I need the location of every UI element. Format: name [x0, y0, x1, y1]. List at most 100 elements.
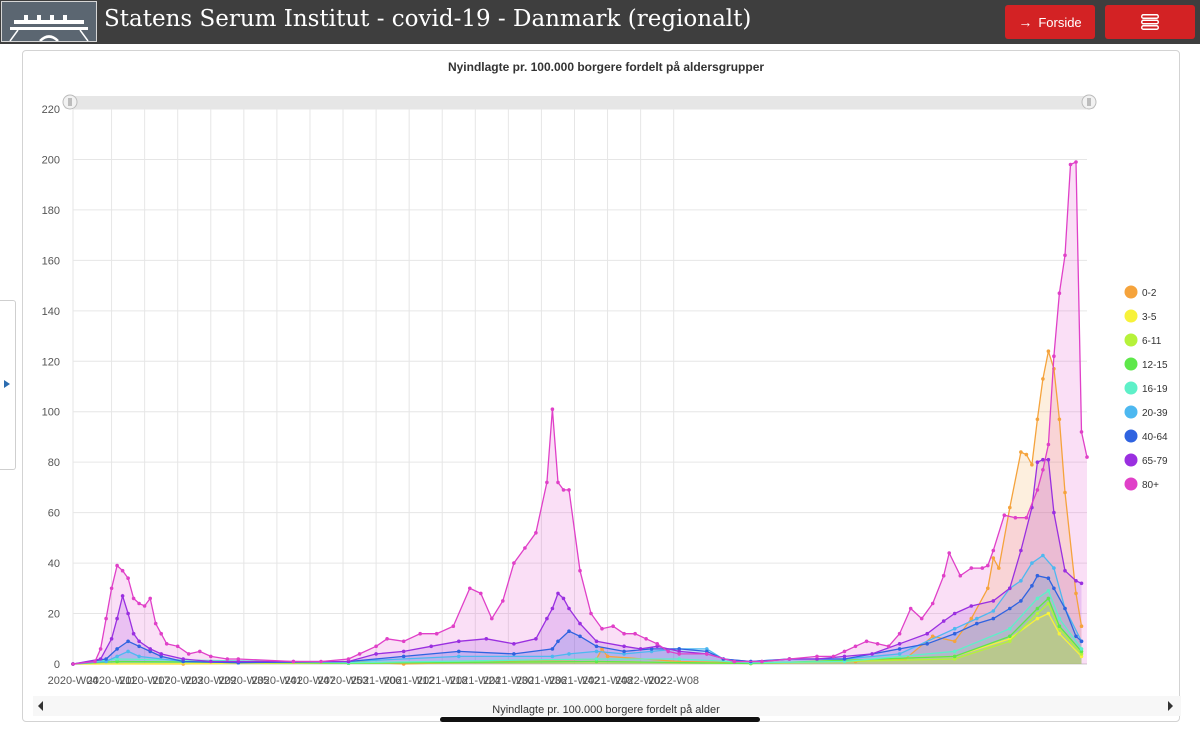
- data-point: [578, 634, 582, 639]
- data-point: [1041, 377, 1045, 381]
- data-point: [1057, 616, 1062, 621]
- data-point: [1035, 488, 1040, 492]
- data-point: [534, 531, 538, 535]
- data-point: [975, 616, 979, 621]
- data-point: [1052, 586, 1056, 591]
- y-tick-label: 140: [42, 306, 60, 318]
- data-point: [104, 659, 108, 664]
- data-point: [457, 639, 461, 644]
- data-point: [534, 637, 538, 641]
- data-point: [991, 616, 996, 621]
- legend-item-80+[interactable]: 80+: [1124, 477, 1160, 492]
- range-selector-track[interactable]: [64, 96, 1095, 109]
- series-area-6-11: [73, 603, 1082, 664]
- scroll-left-icon[interactable]: [38, 701, 43, 711]
- data-point: [120, 568, 125, 573]
- data-point: [1057, 631, 1062, 636]
- data-point: [346, 659, 351, 664]
- data-point: [622, 631, 626, 636]
- data-point: [1041, 553, 1045, 558]
- navigator-bar[interactable]: [33, 696, 1181, 716]
- legend-marker: [1124, 381, 1138, 395]
- series-area-3-5: [73, 613, 1082, 664]
- data-point: [991, 548, 996, 553]
- data-point: [142, 604, 147, 608]
- data-point: [556, 591, 560, 596]
- data-point: [649, 649, 654, 654]
- x-tick-label: 2020-W41: [252, 675, 303, 687]
- data-point: [148, 647, 152, 651]
- institute-logo[interactable]: [1, 1, 97, 42]
- y-tick-label: 100: [42, 407, 60, 419]
- data-point: [842, 649, 847, 654]
- data-point: [980, 566, 985, 570]
- data-point: [1085, 455, 1089, 459]
- data-point: [225, 657, 230, 661]
- data-point: [897, 647, 902, 651]
- legend-item-3-5[interactable]: 3-5: [1124, 309, 1157, 324]
- navigator-label: Nyindlagte pr. 100.000 borgere fordelt p…: [492, 704, 720, 716]
- x-tick-label: 2020-W11: [87, 675, 137, 687]
- side-panel-toggle[interactable]: [0, 300, 16, 470]
- data-point: [677, 652, 681, 656]
- data-point: [479, 591, 483, 596]
- data-point: [434, 631, 439, 636]
- range-handle-left[interactable]: [62, 94, 78, 110]
- x-tick-label: 2020-W47: [285, 675, 336, 687]
- data-point: [556, 639, 560, 644]
- data-point: [1019, 548, 1023, 553]
- data-point: [1046, 457, 1051, 462]
- data-point: [523, 546, 527, 550]
- data-point: [969, 566, 974, 570]
- data-point: [705, 649, 709, 654]
- data-point: [1079, 654, 1084, 659]
- data-point: [159, 631, 163, 636]
- data-point: [622, 649, 626, 654]
- legend-label: 12-15: [1142, 360, 1168, 371]
- y-tick-label: 220: [42, 104, 60, 116]
- legend-item-20-39[interactable]: 20-39: [1124, 405, 1169, 420]
- data-point: [1079, 652, 1084, 656]
- data-point: [732, 659, 737, 664]
- legend-item-65-79[interactable]: 65-79: [1124, 453, 1169, 468]
- x-tick-label: 2020-W29: [185, 675, 236, 687]
- legend-item-6-11[interactable]: 6-11: [1124, 333, 1162, 348]
- legend-item-12-15[interactable]: 12-15: [1124, 357, 1169, 372]
- data-point: [864, 639, 869, 644]
- series-area-65-79: [73, 459, 1082, 664]
- legend-item-16-19[interactable]: 16-19: [1124, 381, 1169, 396]
- x-tick-label: 2022-W02: [615, 675, 666, 687]
- home-button[interactable]: → Forside: [1005, 5, 1095, 39]
- data-point: [1079, 649, 1084, 654]
- data-point: [947, 551, 951, 555]
- data-point: [148, 649, 152, 654]
- legend-label: 6-11: [1142, 336, 1162, 347]
- data-point: [1079, 581, 1084, 586]
- data-point: [545, 480, 549, 485]
- data-point: [997, 566, 1001, 570]
- data-point: [930, 634, 935, 639]
- data-point: [115, 616, 119, 621]
- data-point: [120, 594, 125, 598]
- range-handle-right[interactable]: [1081, 94, 1097, 110]
- data-point: [374, 652, 378, 656]
- menu-button[interactable]: [1105, 5, 1195, 39]
- data-point: [1008, 606, 1012, 611]
- data-point: [159, 652, 163, 656]
- data-point: [1019, 579, 1023, 583]
- data-point: [1079, 624, 1084, 628]
- scroll-right-icon[interactable]: [1168, 701, 1173, 711]
- data-point: [512, 561, 516, 565]
- data-point: [98, 657, 103, 661]
- data-point: [638, 647, 643, 651]
- data-point: [374, 644, 378, 649]
- series-area-16-19: [73, 590, 1082, 664]
- legend-item-0-2[interactable]: 0-2: [1124, 285, 1157, 300]
- data-point: [1057, 624, 1062, 628]
- data-point: [594, 659, 599, 664]
- data-point: [457, 654, 461, 659]
- data-point: [666, 649, 670, 654]
- legend-item-40-64[interactable]: 40-64: [1124, 429, 1169, 444]
- data-point: [291, 659, 296, 664]
- legend-label: 80+: [1142, 480, 1159, 491]
